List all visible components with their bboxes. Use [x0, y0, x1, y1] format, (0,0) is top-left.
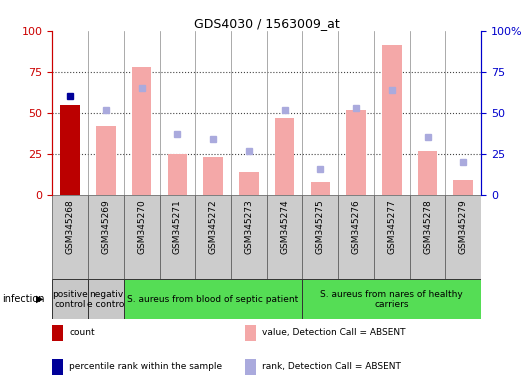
Bar — [52, 195, 88, 279]
Bar — [132, 67, 152, 195]
Bar — [446, 195, 481, 279]
Bar — [302, 279, 481, 319]
Text: GSM345275: GSM345275 — [316, 199, 325, 254]
Text: rank, Detection Call = ABSENT: rank, Detection Call = ABSENT — [263, 362, 401, 371]
Text: GSM345271: GSM345271 — [173, 199, 182, 254]
Bar — [302, 195, 338, 279]
Bar — [167, 154, 187, 195]
Text: GSM345274: GSM345274 — [280, 199, 289, 254]
Bar — [195, 195, 231, 279]
Bar — [203, 157, 223, 195]
Text: count: count — [70, 328, 95, 337]
Bar — [239, 172, 259, 195]
Text: S. aureus from nares of healthy
carriers: S. aureus from nares of healthy carriers — [321, 290, 463, 309]
Bar — [374, 195, 410, 279]
Bar — [88, 279, 124, 319]
Text: GSM345272: GSM345272 — [209, 199, 218, 254]
Text: GSM345277: GSM345277 — [388, 199, 396, 254]
Text: GSM345273: GSM345273 — [244, 199, 253, 254]
Bar — [311, 182, 330, 195]
Text: GSM345278: GSM345278 — [423, 199, 432, 254]
Bar — [52, 359, 63, 375]
Bar — [124, 195, 160, 279]
Bar — [245, 324, 256, 341]
Bar — [245, 359, 256, 375]
Title: GDS4030 / 1563009_at: GDS4030 / 1563009_at — [194, 17, 339, 30]
Bar — [267, 195, 302, 279]
Text: GSM345279: GSM345279 — [459, 199, 468, 254]
Bar — [346, 109, 366, 195]
Bar — [96, 126, 116, 195]
Text: ▶: ▶ — [36, 294, 43, 304]
Bar — [124, 279, 302, 319]
Text: percentile rank within the sample: percentile rank within the sample — [70, 362, 223, 371]
Bar — [60, 104, 80, 195]
Bar — [338, 195, 374, 279]
Text: GSM345268: GSM345268 — [66, 199, 75, 254]
Text: positive
control: positive control — [52, 290, 88, 309]
Bar — [88, 195, 124, 279]
Text: GSM345269: GSM345269 — [101, 199, 110, 254]
Bar — [231, 195, 267, 279]
Bar — [275, 118, 294, 195]
Text: infection: infection — [3, 294, 45, 304]
Text: negativ
e contro: negativ e contro — [87, 290, 124, 309]
Text: GSM345270: GSM345270 — [137, 199, 146, 254]
Bar — [418, 151, 437, 195]
Bar — [52, 324, 63, 341]
Bar — [160, 195, 195, 279]
Bar — [453, 180, 473, 195]
Bar — [52, 279, 88, 319]
Bar — [410, 195, 446, 279]
Text: S. aureus from blood of septic patient: S. aureus from blood of septic patient — [128, 295, 299, 304]
Text: value, Detection Call = ABSENT: value, Detection Call = ABSENT — [263, 328, 406, 337]
Text: GSM345276: GSM345276 — [351, 199, 360, 254]
Bar — [382, 45, 402, 195]
